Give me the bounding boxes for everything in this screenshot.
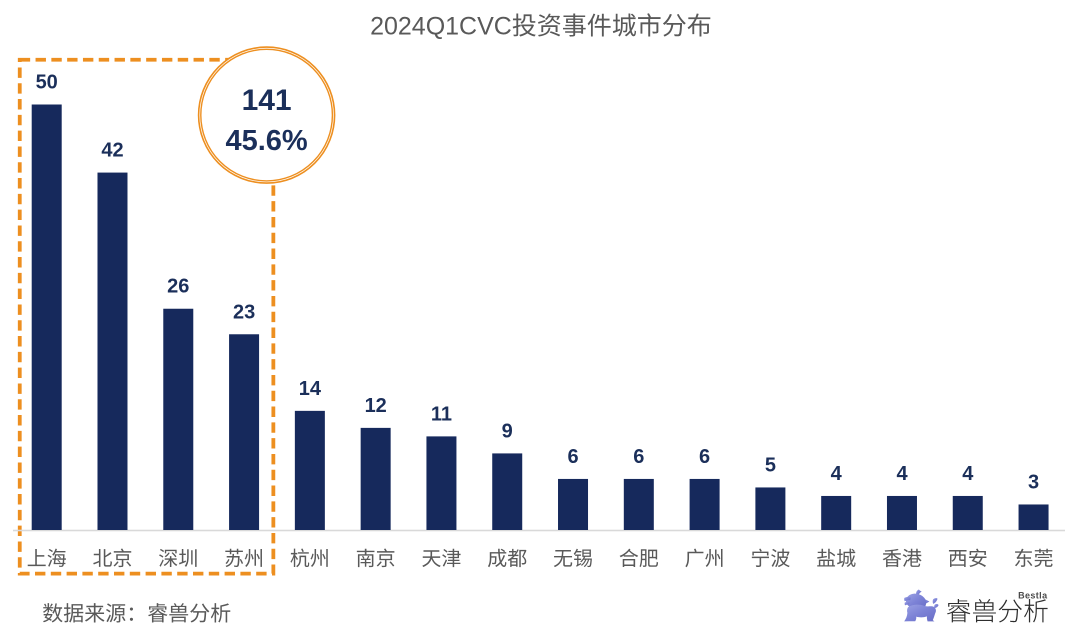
svg-text:23: 23: [233, 301, 255, 323]
svg-text:3: 3: [1028, 472, 1039, 494]
svg-text:50: 50: [36, 72, 58, 94]
svg-text:11: 11: [431, 403, 452, 425]
svg-text:4: 4: [831, 463, 843, 485]
svg-text:42: 42: [101, 140, 123, 162]
svg-text:Bestla: Bestla: [1018, 591, 1048, 601]
svg-text:6: 6: [633, 446, 644, 468]
svg-text:26: 26: [167, 276, 189, 298]
svg-text:14: 14: [299, 378, 322, 400]
svg-text:9: 9: [502, 420, 513, 442]
svg-text:4: 4: [896, 463, 908, 485]
svg-text:45.6%: 45.6%: [225, 125, 307, 157]
svg-text:6: 6: [699, 446, 710, 468]
svg-text:5: 5: [765, 454, 776, 476]
svg-text:4: 4: [962, 463, 974, 485]
svg-text:141: 141: [242, 84, 292, 117]
svg-text:2024Q1CVC: 2024Q1CVC: [370, 13, 512, 41]
svg-text:12: 12: [365, 395, 387, 417]
svg-text:6: 6: [567, 446, 578, 468]
